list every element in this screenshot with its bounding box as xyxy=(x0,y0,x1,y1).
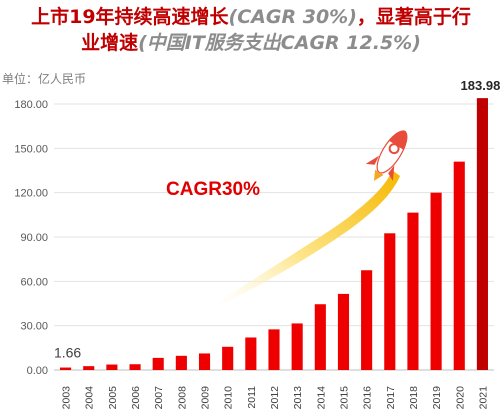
bar-2015 xyxy=(337,293,350,370)
y-tick-label: 0.00 xyxy=(27,365,48,377)
bar-2010 xyxy=(222,346,234,370)
x-tick-label: 2012 xyxy=(269,386,281,410)
bar-2007 xyxy=(152,357,164,370)
y-tick-label: 180.00 xyxy=(14,99,48,111)
x-tick-label: 2013 xyxy=(292,386,304,410)
x-tick-label: 2003 xyxy=(61,386,73,410)
x-tick-label: 2020 xyxy=(454,386,466,410)
y-tick-label: 120.00 xyxy=(14,188,48,200)
bar-2016 xyxy=(361,270,373,370)
bar-2008 xyxy=(175,355,187,370)
y-tick-label: 90.00 xyxy=(20,232,48,244)
x-tick-label: 2008 xyxy=(176,386,188,410)
bar-2009 xyxy=(198,353,211,370)
bar-2021 xyxy=(476,98,488,371)
title-subtitle: (中国IT服务支出CAGR 12.5%) xyxy=(138,32,421,54)
x-tick-label: 2005 xyxy=(107,386,119,410)
x-tick-label: 2016 xyxy=(362,386,374,410)
chart-title: 上市19年持续高速增长(CAGR 30%)，显著高于行 业增速(中国IT服务支出… xyxy=(6,4,496,56)
bar-2005 xyxy=(106,364,118,370)
x-tick-label: 2017 xyxy=(385,386,397,410)
x-tick-label: 2009 xyxy=(200,386,212,410)
cagr-annotation: CAGR30% xyxy=(166,179,260,200)
rocket-icon xyxy=(365,130,408,181)
bar-2019 xyxy=(430,192,442,370)
title-main: 上市19年持续高速增长 xyxy=(31,6,229,28)
bar-2017 xyxy=(384,233,396,370)
bar-2020 xyxy=(453,161,465,370)
x-tick-label: 2007 xyxy=(153,386,165,410)
x-tick-label: 2010 xyxy=(223,386,235,410)
data-label-2021: 183.98 xyxy=(461,78,500,93)
bar-2004 xyxy=(83,366,95,370)
bar-2013 xyxy=(291,323,303,370)
unit-label: 单位：亿人民币 xyxy=(2,72,87,86)
bar-2006 xyxy=(129,364,141,370)
x-tick-label: 2018 xyxy=(408,386,420,410)
x-tick-label: 2019 xyxy=(431,386,443,410)
x-tick-label: 2015 xyxy=(338,386,350,410)
title-main-tail: ，显著高于行 xyxy=(356,6,471,28)
x-tick-label: 2006 xyxy=(130,386,142,410)
y-tick-label: 150.00 xyxy=(14,143,48,155)
title-main-line2: 业增速 xyxy=(81,32,139,54)
x-tick-label: 2011 xyxy=(246,386,258,409)
grid-lines xyxy=(54,103,494,371)
bar-2018 xyxy=(407,212,419,370)
bar-2014 xyxy=(314,304,326,370)
title-cagr-note: (CAGR 30%) xyxy=(228,6,357,28)
x-tick-label: 2004 xyxy=(84,386,96,410)
bar-2003 xyxy=(60,367,72,370)
y-tick-label: 30.00 xyxy=(20,321,48,333)
x-tick-label: 2014 xyxy=(315,386,327,410)
bar-2012 xyxy=(268,329,280,370)
data-label-2003: 1.66 xyxy=(54,345,81,361)
y-tick-label: 60.00 xyxy=(20,276,48,288)
bar-2011 xyxy=(245,337,257,370)
x-tick-label: 2021 xyxy=(477,386,489,410)
